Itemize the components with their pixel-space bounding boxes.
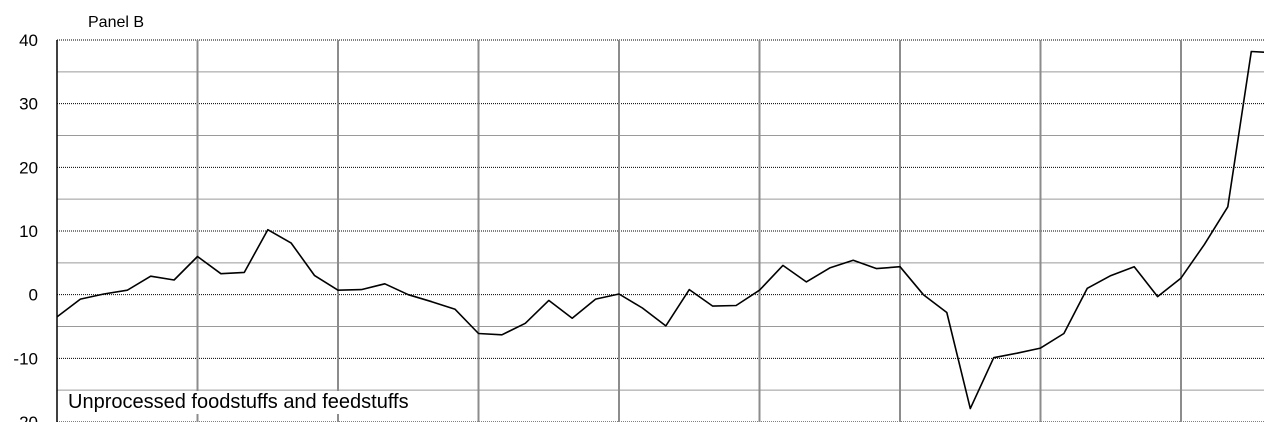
y-tick-label: -20 bbox=[13, 413, 38, 422]
y-tick-label: 30 bbox=[19, 95, 38, 114]
chart-annotation: Unprocessed foodstuffs and feedstuffs bbox=[66, 391, 411, 414]
y-tick-label: 0 bbox=[29, 286, 38, 305]
y-tick-label: 20 bbox=[19, 158, 38, 177]
y-tick-label: -10 bbox=[13, 349, 38, 368]
panel-label: Panel B bbox=[88, 14, 145, 31]
y-tick-label: 40 bbox=[19, 31, 38, 50]
series-line bbox=[56, 50, 1264, 410]
y-tick-label: 10 bbox=[19, 222, 38, 241]
